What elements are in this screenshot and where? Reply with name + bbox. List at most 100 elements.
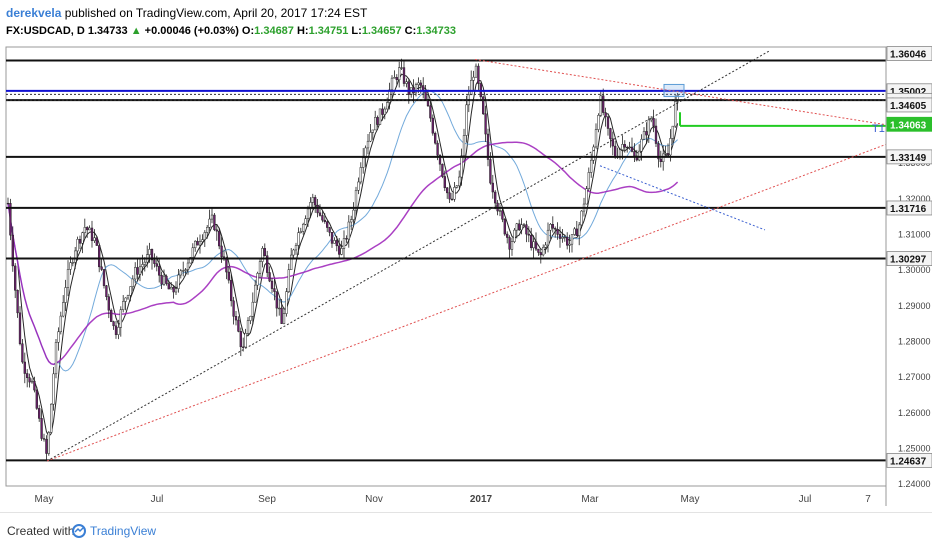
- candle-body: [23, 361, 26, 374]
- candle-body: [436, 142, 439, 156]
- low-value: 1.34657: [361, 25, 402, 37]
- candle-body: [165, 275, 168, 284]
- candle-body: [388, 89, 391, 103]
- candle-body: [237, 319, 240, 332]
- candle-body: [186, 262, 190, 270]
- price-tag-label: 1.33149: [890, 153, 927, 164]
- candle-body: [64, 287, 67, 303]
- chart-header: derekvela published on TradingView.com, …: [0, 0, 932, 46]
- candle-body: [532, 241, 535, 249]
- chart-footer: Created with TradingView: [0, 512, 932, 551]
- candle-body: [328, 227, 331, 233]
- candle-body: [251, 301, 254, 317]
- candle-body: [645, 131, 648, 136]
- candle-body: [90, 227, 94, 241]
- candle-body: [376, 117, 379, 125]
- candle-body: [11, 234, 14, 267]
- candle-body: [503, 218, 506, 235]
- candle-body: [568, 243, 571, 246]
- candle-body: [59, 315, 62, 333]
- y-tick-label: 1.24000: [898, 479, 931, 489]
- candle-body: [158, 266, 161, 276]
- price-tag: [886, 453, 932, 468]
- candle-body: [520, 224, 523, 231]
- publish-text: published on TradingView.com, April 20, …: [61, 6, 368, 20]
- y-tick-label: 1.32000: [898, 194, 931, 204]
- candle-body: [184, 269, 187, 271]
- candle-body: [335, 240, 338, 247]
- candle-body: [206, 227, 209, 233]
- candle-body: [275, 291, 278, 309]
- candle-body: [402, 67, 406, 84]
- candle-body: [570, 234, 574, 245]
- candle-body: [546, 229, 550, 246]
- candle-body: [542, 247, 545, 256]
- candle-body: [590, 159, 593, 173]
- candle-body: [484, 113, 487, 135]
- candle-body: [201, 239, 204, 242]
- candle-body: [419, 82, 422, 86]
- candle-body: [182, 270, 185, 272]
- candle-body: [112, 321, 115, 327]
- candle-body: [88, 227, 91, 231]
- candle-body: [506, 233, 509, 238]
- candle-body: [333, 240, 336, 244]
- candle-body: [38, 408, 41, 419]
- candle-body: [45, 438, 48, 454]
- price-tag-label: 1.31716: [890, 204, 927, 215]
- candle-body: [489, 159, 492, 184]
- candle-body: [362, 157, 365, 168]
- candle-body: [460, 155, 463, 178]
- candle-body: [198, 241, 202, 246]
- candle-body: [501, 210, 504, 220]
- candle-body: [575, 228, 578, 236]
- candle-body: [462, 135, 466, 156]
- low-label: L:: [351, 25, 362, 37]
- price-chart[interactable]: T11.360001.350001.340001.330001.320001.3…: [0, 0, 932, 512]
- candle-body: [21, 343, 24, 363]
- candle-body: [482, 96, 485, 115]
- candle-body: [227, 271, 230, 281]
- candle-body: [326, 221, 329, 228]
- candle-body: [664, 153, 667, 155]
- candle-body: [513, 229, 516, 242]
- candle-body: [189, 257, 192, 264]
- candle-body: [93, 237, 96, 241]
- candle-body: [98, 245, 101, 268]
- candle-body: [515, 223, 518, 231]
- candle-body: [563, 236, 566, 239]
- candle-body: [81, 232, 84, 244]
- candle-body: [530, 234, 533, 249]
- candle-body: [381, 108, 384, 115]
- high-value: 1.34751: [308, 25, 349, 37]
- tradingview-brand[interactable]: TradingView: [90, 524, 157, 538]
- candle-body: [630, 146, 634, 152]
- candle-body: [210, 214, 214, 220]
- x-tick-label: Sep: [258, 494, 276, 505]
- author-link[interactable]: derekvela: [6, 6, 62, 20]
- price-tag: [886, 46, 932, 61]
- ohlc-readout: FX:USDCAD, D 1.34733 ▲ +0.00046 (+0.03%)…: [6, 25, 456, 37]
- candle-body: [57, 331, 60, 343]
- candle-body: [405, 81, 408, 84]
- candle-body: [594, 129, 598, 148]
- candle-body: [83, 227, 86, 233]
- candle-body: [6, 202, 10, 205]
- candle-body: [95, 237, 98, 246]
- candle-body: [345, 238, 348, 240]
- candle-body: [676, 95, 679, 102]
- candle-body: [518, 223, 521, 231]
- candle-body: [105, 285, 108, 297]
- candle-body: [638, 150, 641, 161]
- candle-body: [566, 236, 569, 246]
- candle-body: [196, 240, 199, 246]
- candle-body: [614, 145, 617, 157]
- candle-body: [136, 267, 139, 275]
- candle-body: [160, 275, 163, 285]
- candle-body: [71, 262, 74, 264]
- candle-body: [215, 229, 218, 232]
- candle-body: [314, 197, 317, 206]
- candle-body: [33, 380, 36, 391]
- price-tag: [886, 251, 932, 266]
- candle-body: [395, 77, 398, 81]
